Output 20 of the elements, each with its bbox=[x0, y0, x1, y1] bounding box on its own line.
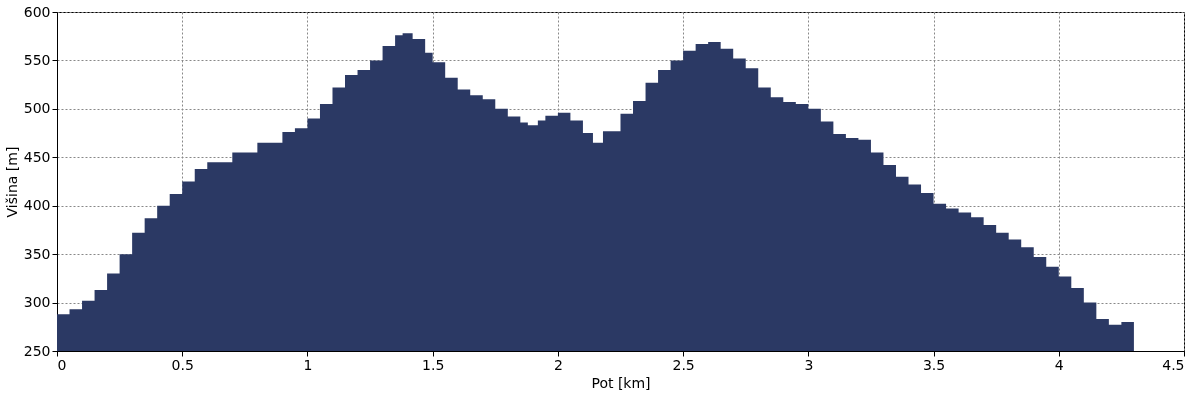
y-tick-label: 450 bbox=[23, 148, 51, 165]
y-tick-label: 550 bbox=[23, 51, 51, 68]
x-axis-title: Pot [km] bbox=[591, 374, 651, 391]
y-tick-label: 600 bbox=[23, 3, 51, 20]
y-tick-label: 500 bbox=[23, 100, 51, 117]
y-axis-title: Višina [m] bbox=[3, 146, 20, 218]
y-tick-label: 300 bbox=[23, 294, 51, 311]
x-tick-label: 4.5 bbox=[1162, 356, 1185, 373]
y-tick-label: 400 bbox=[23, 197, 51, 214]
x-tick-label: 3.5 bbox=[922, 356, 946, 373]
x-tick-label: 1.5 bbox=[422, 356, 445, 373]
x-tick-label: 1 bbox=[303, 356, 313, 373]
x-tick-label: 2 bbox=[553, 356, 563, 373]
x-tick-label: 2.5 bbox=[672, 356, 695, 373]
x-tick-label: 0.5 bbox=[171, 356, 194, 373]
y-tick-label: 250 bbox=[23, 342, 51, 359]
x-tick-label: 4 bbox=[1054, 356, 1064, 373]
x-tick-label: 0 bbox=[57, 356, 67, 373]
x-tick-label: 3 bbox=[804, 356, 814, 373]
y-tick-label: 350 bbox=[23, 245, 51, 262]
